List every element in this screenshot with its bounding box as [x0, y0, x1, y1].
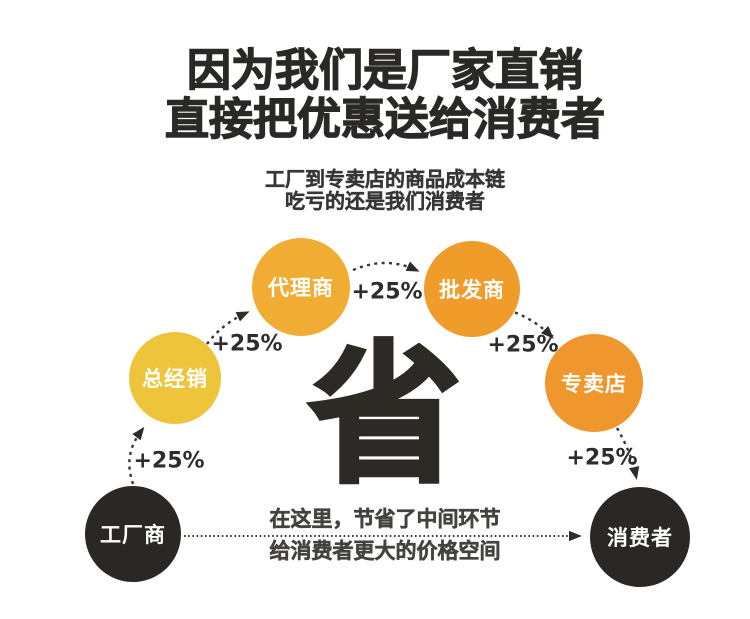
edge-label-wholesaler-store: +25% — [487, 332, 559, 358]
node-wholesaler-label: 批发商 — [439, 278, 505, 302]
node-agent: 代理商 — [252, 238, 350, 336]
subtitle-line-2: 吃亏的还是我们消费者 — [285, 189, 485, 213]
node-general-distributor-label: 总经销 — [142, 367, 208, 391]
node-consumer-label: 消费者 — [607, 526, 673, 550]
edge-label-general-agent: +25% — [211, 331, 283, 357]
bottom-note-line-2: 给消费者更大的价格空间 — [269, 539, 501, 564]
node-consumer: 消费者 — [590, 487, 690, 587]
node-factory-label: 工厂商 — [100, 523, 166, 547]
node-general-distributor: 总经销 — [129, 332, 221, 424]
subtitle-line-1: 工厂到专卖店的商品成本链 — [265, 167, 505, 191]
node-wholesaler: 批发商 — [424, 241, 520, 337]
bottom-note-line-1: 在这里，节省了中间环节 — [269, 507, 501, 532]
edge-label-store-consumer: +25% — [566, 445, 638, 471]
edge-label-agent-wholesaler: +25% — [351, 279, 423, 305]
save-character: 省 — [307, 327, 463, 504]
title-line-2: 直接把优惠送给消费者 — [164, 94, 605, 145]
node-factory: 工厂商 — [85, 486, 181, 582]
edge-label-factory-general: +25% — [133, 448, 205, 474]
main-title: 因为我们是厂家直销 直接把优惠送给消费者 — [20, 45, 750, 145]
node-exclusive-store-label: 专卖店 — [561, 372, 627, 396]
node-agent-label: 代理商 — [268, 276, 334, 300]
arrow-agent-to-wholesaler — [352, 261, 420, 272]
bottom-note: 在这里，节省了中间环节 给消费者更大的价格空间 — [20, 503, 750, 567]
title-line-1: 因为我们是厂家直销 — [186, 45, 583, 96]
node-exclusive-store: 专卖店 — [545, 334, 643, 432]
subtitle: 工厂到专卖店的商品成本链 吃亏的还是我们消费者 — [20, 168, 750, 212]
